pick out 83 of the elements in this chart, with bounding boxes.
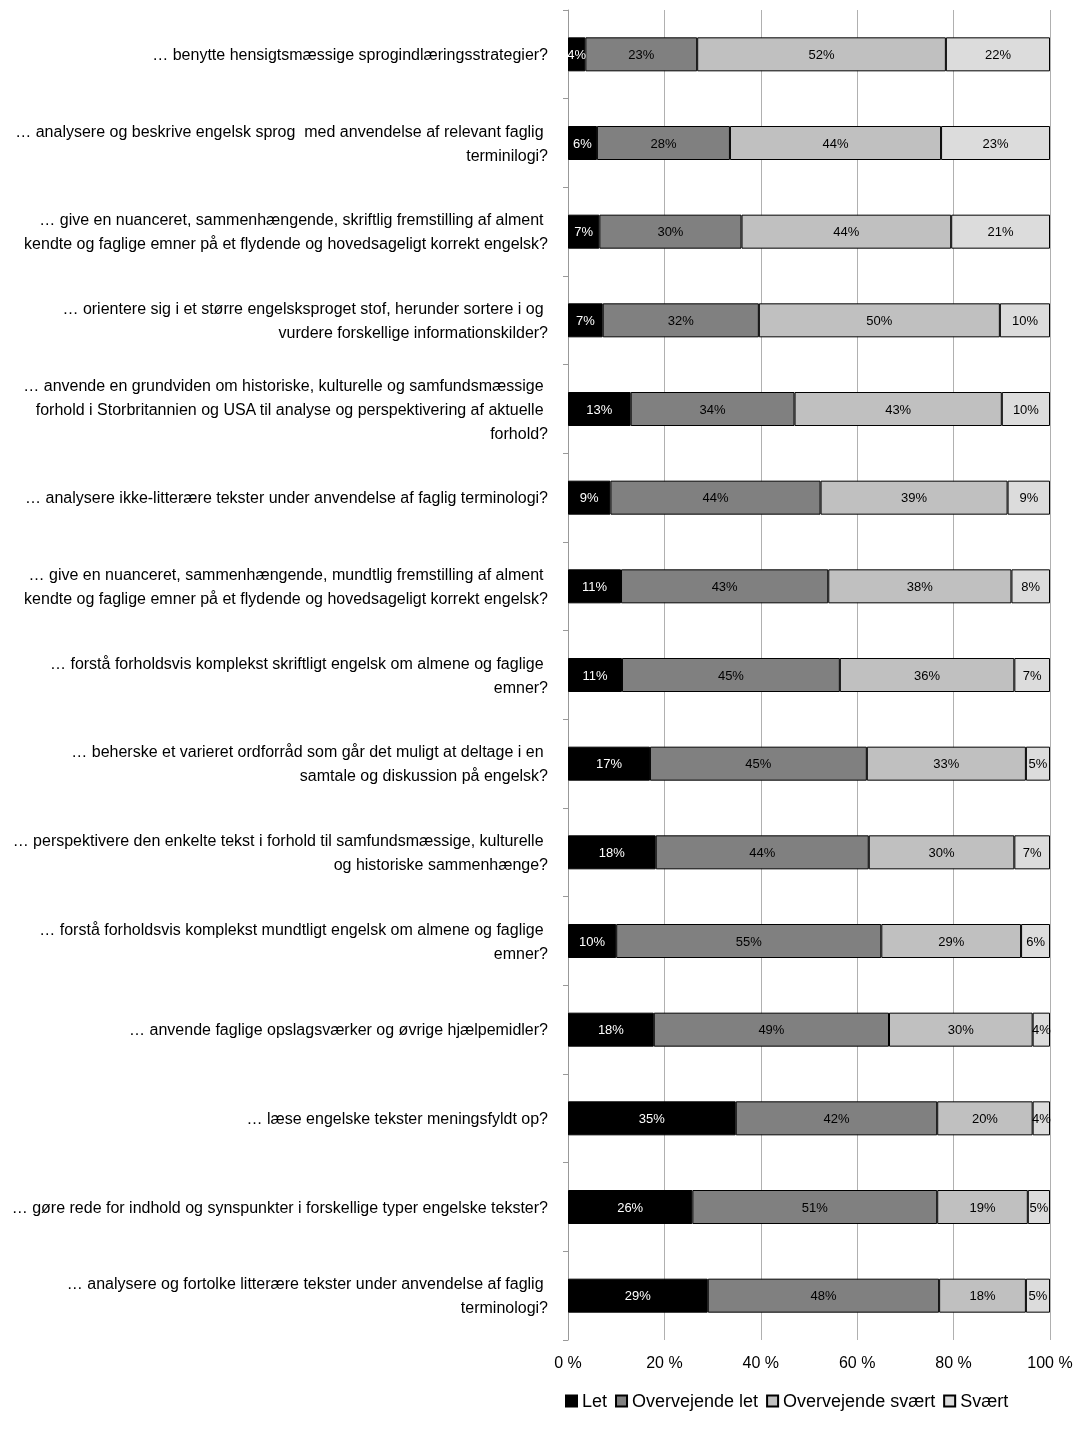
data-label: 39% xyxy=(901,490,928,506)
x-tick-label: 60 % xyxy=(838,1353,876,1371)
y-tick-label: … forstå forholdsvis komplekst mundtligt engelsk om almene og faglige emner? xyxy=(39,920,549,962)
data-label: 50% xyxy=(866,312,893,328)
y-tick-label: … analysere ikke-litterære tekster under anvendelse af faglig terminologi? xyxy=(25,489,549,507)
data-label: 26% xyxy=(617,1199,644,1215)
data-label: 7% xyxy=(1022,844,1042,860)
data-label: 5% xyxy=(1028,756,1048,772)
data-label: 29% xyxy=(624,1288,652,1304)
data-label: 22% xyxy=(984,46,1012,62)
y-tick-label: … anvende faglige opslagsværker og øvrige hjælpemidler? xyxy=(129,1021,549,1039)
y-tick-label: … anvende en grundviden om historiske, kulturelle og samfundsmæssige forhold i Storbritannien og USA til analyse og perspektivering af aktuelle forhold? xyxy=(23,376,549,442)
y-tick-label: … beherske et varieret ordforråd som går det muligt at deltage i en samtale og diskussion på engelsk? xyxy=(71,743,549,785)
data-label: 49% xyxy=(758,1022,785,1038)
data-label: 35% xyxy=(638,1110,666,1126)
x-tick-label: 80 % xyxy=(935,1353,972,1371)
data-label: 21% xyxy=(987,224,1015,240)
data-label: 43% xyxy=(711,578,739,594)
data-label: 55% xyxy=(735,933,763,949)
data-label: 29% xyxy=(938,933,965,949)
data-label: 51% xyxy=(801,1199,829,1215)
x-tick-label: 40 % xyxy=(742,1353,780,1371)
data-label: 18% xyxy=(598,844,626,860)
data-label: 9% xyxy=(579,490,600,506)
data-label: 52% xyxy=(808,46,835,62)
data-label: 45% xyxy=(717,667,745,683)
data-label: 18% xyxy=(597,1022,625,1038)
data-label: 19% xyxy=(969,1199,996,1215)
data-label: 36% xyxy=(914,667,941,683)
data-label: 6% xyxy=(1026,933,1046,949)
data-label: 30% xyxy=(928,844,955,860)
data-label: 20% xyxy=(971,1110,999,1126)
x-tick-label: 0 % xyxy=(554,1353,582,1371)
y-tick-label: … analysere og beskrive engelsk sprog med anvendelse af relevant faglig terminilogi? xyxy=(15,122,549,164)
y-tick-label: … læse engelske tekster meningsfyldt op? xyxy=(246,1109,549,1127)
data-label: 48% xyxy=(810,1288,837,1304)
x-tick-label: 100 % xyxy=(1027,1353,1073,1371)
data-label: 44% xyxy=(822,135,849,151)
y-tick-label: … gøre rede for indhold og synspunkter i forskellige typer engelske tekster? xyxy=(11,1198,549,1216)
data-label: 34% xyxy=(699,401,727,417)
data-label: 42% xyxy=(823,1110,850,1126)
data-label: 7% xyxy=(575,312,596,328)
data-label: 6% xyxy=(573,135,593,151)
data-label: 44% xyxy=(833,224,860,240)
data-label: 30% xyxy=(657,224,684,240)
data-label: 28% xyxy=(650,135,677,151)
data-label: 7% xyxy=(1022,667,1042,683)
y-tick-label: … orientere sig i et større engelsksproget stof, herunder sortere i og vurdere forskellige informationskilder? xyxy=(62,299,549,341)
y-tick-label: … perspektivere den enkelte tekst i forhold til samfundsmæssige, kulturelle og historiske sammenhænge? xyxy=(12,831,549,873)
y-tick-label: … give en nuanceret, sammenhængende, skriftlig fremstilling af alment kendte og faglige emner på et flydende og hovedsageligt korrekt engelsk? xyxy=(24,211,549,253)
data-label: 44% xyxy=(749,844,776,860)
data-label: 44% xyxy=(702,490,729,506)
legend-label: Let xyxy=(582,1391,608,1411)
data-label: 45% xyxy=(745,756,772,772)
y-tick-label: … give en nuanceret, sammenhængende, mundtlig fremstilling af alment kendte og faglige emner på et flydende og hovedsageligt korrekt engelsk? xyxy=(24,565,549,607)
data-label: 10% xyxy=(1012,401,1040,417)
data-label: 10% xyxy=(1011,312,1039,328)
data-label: 23% xyxy=(628,46,655,62)
data-label: 5% xyxy=(1028,1288,1048,1304)
data-label: 23% xyxy=(982,135,1009,151)
data-label: 38% xyxy=(906,578,934,594)
data-label: 7% xyxy=(574,224,594,240)
data-label: 8% xyxy=(1021,578,1041,594)
data-label: 30% xyxy=(947,1022,975,1038)
y-tick-label: … analysere og fortolke litterære tekster under anvendelse af faglig terminologi? xyxy=(66,1275,549,1317)
legend-label: Overvejende svært xyxy=(783,1391,936,1411)
data-label: 33% xyxy=(933,756,960,772)
data-label: 13% xyxy=(586,401,613,417)
y-tick-label: … forstå forholdsvis komplekst skriftligt engelsk om almene og faglige emner? xyxy=(50,654,549,696)
data-label: 32% xyxy=(667,312,695,328)
data-label: 9% xyxy=(1019,490,1039,506)
data-label: 18% xyxy=(969,1288,996,1304)
legend-label: Svært xyxy=(960,1391,1009,1411)
data-label: 4% xyxy=(567,46,587,62)
data-label: 11% xyxy=(582,667,608,683)
x-tick-label: 20 % xyxy=(646,1353,683,1371)
data-label: 43% xyxy=(885,401,912,417)
y-tick-label: … benytte hensigtsmæssige sprogindlæringsstrategier? xyxy=(152,45,549,63)
data-label: 5% xyxy=(1029,1199,1049,1215)
data-label: 11% xyxy=(581,578,608,594)
data-label: 10% xyxy=(579,933,606,949)
legend-label: Overvejende let xyxy=(632,1391,759,1411)
data-label: 17% xyxy=(595,756,623,772)
